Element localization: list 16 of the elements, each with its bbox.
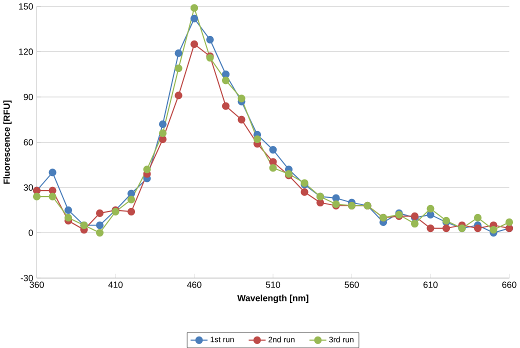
y-tick-label: 150 — [19, 3, 33, 10]
x-axis-title: Wavelength [nm] — [237, 294, 308, 304]
x-tick-label: 410 — [108, 282, 123, 288]
y-tick-label: 30 — [24, 184, 33, 191]
y-tick-label: 0 — [28, 230, 33, 236]
x-tick-label: 610 — [424, 282, 438, 288]
y-axis-title: Fluorescence [RFU] — [3, 100, 12, 184]
y-tick-label: 60 — [24, 139, 33, 146]
y-tick-label: -30 — [20, 274, 33, 282]
x-tick-label: 660 — [502, 282, 516, 288]
x-tick-label: 460 — [187, 282, 202, 288]
y-tick-label: 90 — [24, 94, 33, 100]
x-tick-label: 360 — [30, 282, 44, 288]
y-tick-label: 120 — [19, 48, 33, 55]
x-tick-label: 560 — [344, 282, 359, 288]
x-tick-label: 510 — [266, 282, 280, 288]
